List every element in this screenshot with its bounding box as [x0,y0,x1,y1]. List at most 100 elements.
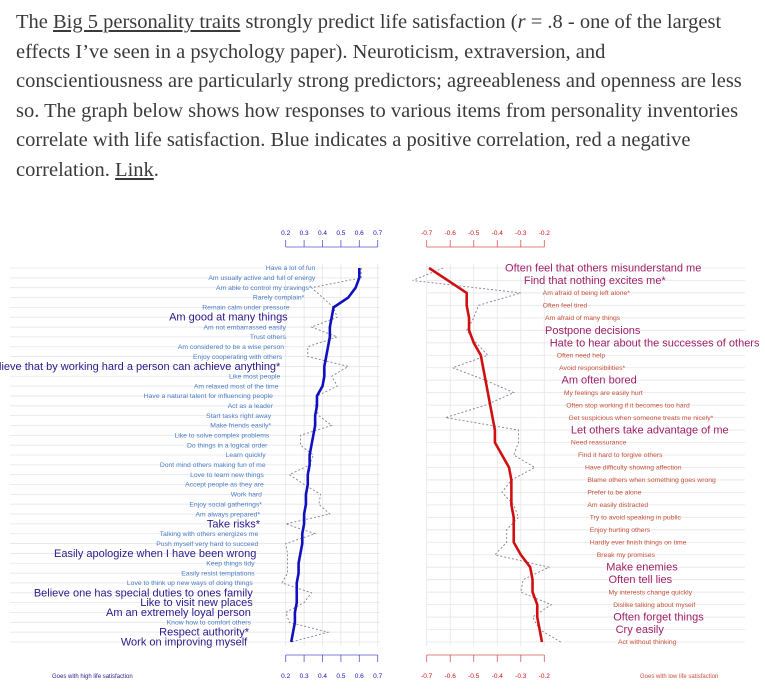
item-label: Am considered to be a wise person [178,344,284,351]
item-label: Let others take advantage of me [571,425,729,437]
article-paragraph: The Big 5 personality traits strongly pr… [16,8,756,186]
item-label: Get suspicious when someone treats me ni… [569,415,714,422]
raw-correlation-line [412,267,561,643]
item-label: Blame others when something goes wrong [587,477,716,484]
item-label: Keep things tidy [206,560,255,567]
item-label: Enjoy hurting others [590,527,651,534]
item-label: Trust others [250,334,287,341]
axis-tick-label: -0.4 [492,230,504,237]
chart-caption: Goes with low life satisfaction [640,674,718,680]
axis-tick-label: 0.3 [300,230,309,237]
axis-tick-label: 0.2 [281,230,290,237]
item-label: Talking with others energizes me [160,531,259,538]
item-label: Find that nothing excites me* [524,275,667,287]
axis-tick-label: 0.6 [355,673,364,680]
item-label: Break my promises [597,552,656,559]
item-label: Often feel tired [543,303,588,310]
item-label: Respect authority* [159,627,250,639]
chart-caption: Goes with high life satisfaction [52,674,133,680]
item-label: Am afraid of many things [545,315,621,322]
item-label: Need reassurance [571,440,627,447]
item-label: Am often bored [562,375,637,387]
item-label: Prefer to be alone [587,490,641,497]
axis-tick-label: 0.2 [281,673,290,680]
item-label: Dont mind others making fun of me [160,462,266,469]
item-label: Do things in a logical order [187,442,268,449]
axis-tick-label: 0.4 [318,230,327,237]
axis-tick-label: 0.7 [373,673,382,680]
left-panel: 0.2 0.2 0.3 0.3 0.4 0.4 0.5 0.5 0.6 0.6 0.7 0.7 Goes… [0,230,383,680]
item-label: Am an extremely loyal person [106,607,251,619]
item-label: Push myself very hard to succeed [156,541,258,548]
item-label: Dislike talking about myself [613,602,695,609]
axis-tick-label: -0.4 [492,673,504,680]
item-label: Am not embarrassed easily [204,324,287,331]
item-label: Believe one has special duties to ones f… [34,587,253,599]
item-label: Often forget things [613,612,704,624]
item-label: My interests change quickly [609,589,693,596]
source-link[interactable]: Link [115,158,154,181]
item-label: Often need help [557,352,606,359]
item-label: Easily resist temptations [181,570,255,577]
item-label: Act as a leader [228,403,274,410]
item-label: Start tasks right away [206,413,272,420]
item-label: Have difficulty showing affection [585,465,682,472]
item-label: Am easily distracted [587,502,648,509]
item-label: Have a natural talent for influencing pe… [144,393,273,400]
axis-tick-label: 0.4 [318,673,327,680]
item-label: Accept people as they are [185,482,264,489]
item-label: Act without thinking [618,639,677,646]
item-label: Often stop working if it becomes too har… [566,402,690,409]
item-label: My feelings are easily hurt [564,390,643,397]
text: . [153,158,159,181]
item-label: Work hard [231,492,262,499]
item-label: Make friends easily* [210,423,271,430]
item-label: Find it hard to forgive others [578,452,663,459]
item-label: Am always prepared* [195,511,260,518]
axis-tick-label: -0.3 [515,673,527,680]
item-label: Am good at many things [169,312,288,324]
item-label: Make enemies [606,562,678,574]
axis-tick-label: -0.5 [468,230,480,237]
smoothed-correlation-line [289,268,361,643]
item-label: Often tell lies [609,574,673,586]
axis-tick-label: 0.7 [373,230,382,237]
axis-tick-label: -0.7 [421,230,433,237]
raw-correlation-line [281,268,362,643]
item-label: Am usually active and full of energy [208,275,316,282]
smoothed-correlation-line [428,266,544,643]
item-label: Hardly ever finish things on time [590,539,687,546]
item-label: Remain calm under pressure [202,305,289,312]
axis-tick-label: -0.6 [445,230,457,237]
item-label: Am relaxed most of the time [194,383,279,390]
item-label: Enjoy cooperating with others [193,354,283,361]
correlation-chart-figure: 0.2 0.2 0.3 0.3 0.4 0.4 0.5 0.5 0.6 0.6 0.7 0.7 Goes… [0,230,760,680]
item-label: Take risks* [207,518,261,530]
axis-tick-label: 0.6 [355,230,364,237]
item-label: Try to avoid speaking in public [590,515,682,522]
big5-link[interactable]: Big 5 personality traits [53,11,241,33]
axis-tick-label: -0.2 [539,673,551,680]
axis-tick-label: 0.5 [336,673,345,680]
axis-tick-label: -0.2 [539,230,551,237]
item-label: Hate to hear about the successes of othe… [550,337,760,349]
item-label: Know how to comfort others [167,620,252,627]
text: = .8 - one of the largest effects I’ve s… [16,11,742,181]
item-label: Like most people [229,373,281,380]
item-label: Often feel that others misunderstand me [505,263,701,275]
item-label: Rarely complain* [253,295,305,302]
item-label: Am afraid of being left alone* [543,290,631,297]
item-label: Enjoy social gatherings* [189,501,262,508]
text: strongly predict life satisfaction ( [240,11,518,33]
axis-tick-label: -0.5 [468,673,480,680]
item-label: Like to solve complex problems [174,433,269,440]
axis-tick-label: -0.7 [421,673,433,680]
item-label: Learn quickly [226,452,267,459]
item-label: Am able to control my cravings* [216,285,312,292]
item-label: Work on improving myself [121,637,248,649]
item-label: Love to think up new ways of doing thing… [127,580,253,587]
item-label: Avoid responsibilities* [559,365,625,372]
axis-tick-label: -0.3 [515,230,527,237]
item-label: Believe that by working hard a person ca… [0,361,281,373]
axis-tick-label: 0.3 [300,673,309,680]
